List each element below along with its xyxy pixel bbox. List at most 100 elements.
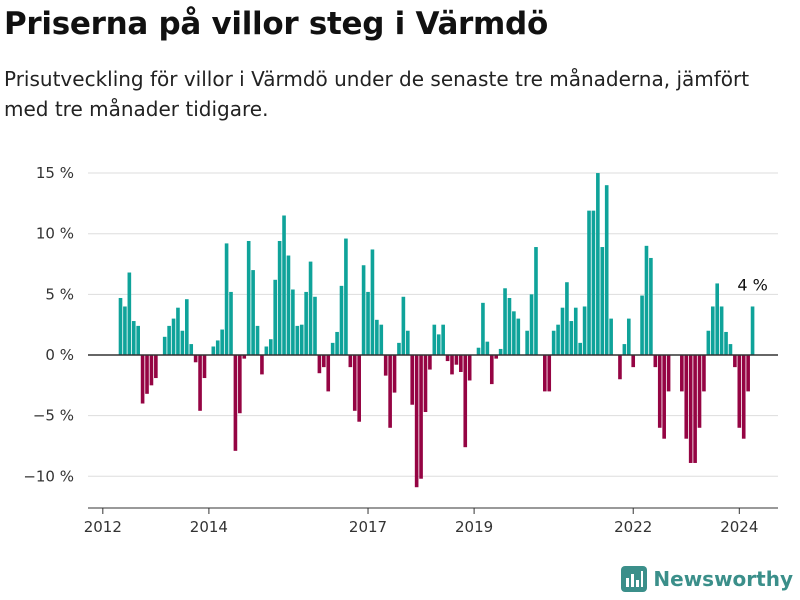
bar xyxy=(118,297,123,355)
bar xyxy=(604,185,609,355)
bar xyxy=(459,355,463,372)
bar xyxy=(596,173,600,355)
y-tick-label: 10 % xyxy=(36,225,74,243)
newsworthy-brand: Newsworthy xyxy=(621,566,793,592)
bar xyxy=(428,355,432,370)
bar xyxy=(489,355,494,385)
bar xyxy=(162,336,167,356)
bar xyxy=(348,355,353,368)
chart-title: Priserna på villor steg i Värmdö xyxy=(4,6,548,42)
bar xyxy=(388,355,392,428)
bar xyxy=(547,355,552,392)
bar xyxy=(123,306,127,355)
bar xyxy=(176,307,180,355)
bar xyxy=(330,342,335,355)
bar xyxy=(131,321,136,355)
bar xyxy=(211,346,216,355)
bar xyxy=(304,291,308,355)
bar xyxy=(370,249,375,355)
bar xyxy=(715,283,720,355)
bar xyxy=(481,302,485,355)
bar xyxy=(299,324,304,356)
bar xyxy=(313,296,317,355)
bar xyxy=(145,355,149,394)
chart-subtitle: Prisutveckling för villor i Värmdö under… xyxy=(4,67,750,121)
bar xyxy=(684,355,689,439)
bar xyxy=(273,279,278,355)
bar xyxy=(494,355,499,359)
bar xyxy=(565,282,569,355)
y-tick-label: 0 % xyxy=(45,346,74,364)
bar xyxy=(626,318,631,355)
bar xyxy=(308,261,313,355)
bar xyxy=(344,238,348,355)
bar xyxy=(560,307,565,355)
bar xyxy=(171,318,176,355)
bar xyxy=(724,331,728,355)
bar xyxy=(317,355,322,374)
bar xyxy=(149,355,154,386)
bar xyxy=(591,210,596,355)
bar xyxy=(233,355,238,451)
x-tick-label: 2017 xyxy=(349,518,387,536)
bar xyxy=(582,306,587,355)
bars xyxy=(118,173,755,488)
bar xyxy=(224,243,229,355)
bar xyxy=(733,355,737,368)
bar xyxy=(184,299,189,355)
bar xyxy=(556,324,560,356)
y-tick-label: 15 % xyxy=(36,164,74,182)
bar xyxy=(653,355,658,368)
x-tick-label: 2022 xyxy=(614,518,652,536)
x-tick-label: 2024 xyxy=(720,518,758,536)
newsworthy-logo-icon xyxy=(621,566,648,592)
bar xyxy=(750,306,755,355)
bar xyxy=(441,324,445,356)
bar xyxy=(529,294,534,355)
bar xyxy=(507,297,512,355)
bar xyxy=(485,341,490,355)
bar xyxy=(375,319,379,355)
bar xyxy=(397,342,401,355)
bar xyxy=(436,334,441,355)
bar xyxy=(202,355,207,379)
bar xyxy=(657,355,662,428)
bar-chart: 15 % 10 % 5 % 0 % −5 % −10 % 2012 2014 2017 2019… xyxy=(23,164,778,536)
bar xyxy=(706,330,711,355)
bar xyxy=(719,306,724,355)
bar xyxy=(662,355,666,439)
bar xyxy=(193,355,198,363)
bar xyxy=(649,257,653,355)
y-tick-label: 5 % xyxy=(45,285,74,303)
bar xyxy=(357,355,361,422)
bar xyxy=(251,270,255,355)
bar xyxy=(419,355,423,479)
bar xyxy=(136,325,140,355)
bar xyxy=(295,325,300,355)
bar xyxy=(268,339,273,355)
bar xyxy=(322,355,326,368)
y-tick-label: −10 % xyxy=(23,467,74,485)
bar xyxy=(688,355,693,463)
bar xyxy=(410,355,415,405)
bar xyxy=(326,355,331,392)
bar xyxy=(220,329,224,355)
bar xyxy=(450,355,454,375)
bar xyxy=(512,311,516,355)
grid-lines xyxy=(88,172,778,477)
x-axis-labels: 2012 2014 2017 2019 2022 2024 xyxy=(84,508,758,536)
bar xyxy=(463,355,468,448)
bar xyxy=(154,355,158,379)
bar xyxy=(693,355,697,463)
bar xyxy=(282,215,286,355)
bar xyxy=(737,355,742,428)
bar xyxy=(264,346,269,355)
bar xyxy=(246,240,251,355)
bar xyxy=(286,255,291,355)
x-tick-label: 2012 xyxy=(84,518,122,536)
bar xyxy=(454,355,459,365)
bar xyxy=(291,289,295,355)
bar xyxy=(229,291,233,355)
bar xyxy=(587,210,591,355)
bar xyxy=(476,347,481,355)
